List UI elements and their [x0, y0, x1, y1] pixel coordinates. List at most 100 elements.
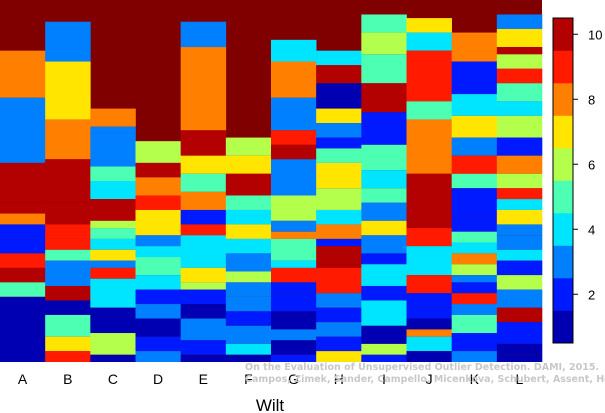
- heatmap-cell: [90, 238, 136, 250]
- heatmap-cell: [316, 267, 362, 294]
- heatmap-cell: [180, 318, 227, 341]
- heatmap-cell: [361, 235, 407, 254]
- heatmap-cell: [271, 130, 317, 145]
- heatmap-cell: [271, 340, 317, 355]
- heatmap-cell: [45, 119, 91, 160]
- heatmap-cell: [225, 238, 272, 254]
- heatmap-cell: [180, 209, 227, 225]
- x-tick-label: F: [244, 371, 253, 387]
- heatmap-cell: [135, 275, 181, 290]
- colorbar-swatch: [553, 50, 573, 84]
- heatmap-cell: [406, 101, 452, 120]
- heatmap-cell: [451, 351, 498, 362]
- heatmap-cell: [135, 235, 181, 247]
- colorbar-swatch: [553, 310, 573, 344]
- heatmap-cell: [361, 343, 407, 355]
- heatmap-cell: [496, 54, 543, 69]
- heatmap-cell: [451, 217, 498, 232]
- heatmap-cell: [45, 238, 91, 250]
- heatmap-cell: [496, 83, 543, 102]
- heatmap-cell: [180, 289, 227, 305]
- colorbar-swatches: [553, 18, 573, 344]
- heatmap-cell: [451, 188, 498, 218]
- heatmap-cell: [45, 61, 91, 120]
- heatmap-cell: [271, 354, 317, 362]
- heatmap-cell: [0, 253, 46, 268]
- heatmap-cell: [271, 61, 317, 98]
- heatmap-cell: [316, 322, 362, 337]
- heatmap-cell: [90, 354, 136, 362]
- heatmap-cell: [135, 304, 181, 319]
- heatmap-cell: [496, 14, 543, 29]
- heatmap-cell: [316, 224, 362, 239]
- heatmap-cell: [316, 123, 362, 138]
- heatmap-cell: [225, 311, 272, 326]
- colorbar-swatch: [553, 83, 573, 116]
- heatmap-cell: [361, 32, 407, 55]
- heatmap-cell: [316, 108, 362, 124]
- heatmap-cell: [90, 199, 136, 221]
- colorbar-swatch: [553, 115, 573, 149]
- heatmap-cell: [225, 224, 272, 239]
- heatmap-cell: [225, 343, 272, 355]
- heatmap-cell: [225, 195, 272, 210]
- heatmap-cell: [45, 336, 91, 352]
- heatmap-cell: [45, 159, 91, 203]
- heatmap-cell: [0, 267, 46, 283]
- heatmap-cell: [316, 137, 362, 149]
- heatmap-cell: [451, 155, 498, 174]
- heatmap-cell: [135, 318, 181, 337]
- heatmap-cell: [316, 162, 362, 189]
- heatmap-cell: [496, 28, 543, 48]
- x-tick-label: K: [470, 371, 480, 387]
- heatmap-cell: [361, 264, 407, 286]
- colorbar-tick-label: 10: [588, 27, 602, 42]
- heatmap-cell: [451, 231, 498, 243]
- heatmap-cell: [180, 340, 227, 355]
- x-tick-label: L: [516, 371, 524, 387]
- heatmap-cell: [180, 224, 227, 236]
- heatmap-cell: [90, 220, 136, 229]
- heatmap-cell: [45, 260, 91, 286]
- x-tick-label: H: [334, 371, 344, 387]
- heatmap-cell: [180, 354, 227, 362]
- heatmap-cell: [90, 249, 136, 261]
- heatmap-cell: [361, 325, 407, 344]
- heatmap-cell: [180, 155, 227, 174]
- heatmap-cell: [135, 336, 181, 352]
- heatmap-cell: [406, 293, 452, 308]
- heatmap-cell: [90, 166, 136, 181]
- heatmap-cell: [271, 144, 317, 160]
- credit-line-1: On the Evaluation of Unsupervised Outlie…: [245, 362, 599, 373]
- heatmap-cell: [451, 275, 498, 283]
- heatmap-cell: [0, 162, 46, 203]
- heatmap-cell: [90, 126, 136, 134]
- heatmap-cell: [90, 181, 136, 200]
- heatmap-cell: [45, 300, 91, 315]
- heatmap-cell: [271, 311, 317, 330]
- heatmap-cell: [90, 267, 136, 279]
- heatmap-cell: [361, 202, 407, 221]
- heatmap-cell: [135, 162, 181, 178]
- heatmap-cell: [180, 191, 227, 210]
- heatmap-cell: [361, 300, 407, 326]
- heatmap-cell: [271, 293, 317, 312]
- heatmap-cell: [316, 307, 362, 323]
- heatmap-cell: [135, 246, 181, 258]
- heatmap-cell: [496, 275, 543, 290]
- heatmap-cell: [406, 228, 452, 247]
- heatmap-cell: [316, 83, 362, 109]
- heatmap-cell: [451, 137, 498, 156]
- heatmap-cell: [406, 32, 452, 51]
- heatmap-cell: [361, 83, 407, 113]
- x-tick-label: E: [199, 371, 208, 387]
- heatmap-cell: [361, 253, 407, 265]
- heatmap-cell: [406, 119, 452, 174]
- heatmap-cell: [45, 21, 91, 62]
- colorbar-frame: [552, 17, 574, 344]
- heatmap-cell: [225, 155, 272, 174]
- heatmap-cell: [271, 238, 317, 261]
- heatmap-cell: [225, 253, 272, 272]
- heatmap-cell: [496, 322, 543, 344]
- heatmap-cell: [496, 101, 543, 116]
